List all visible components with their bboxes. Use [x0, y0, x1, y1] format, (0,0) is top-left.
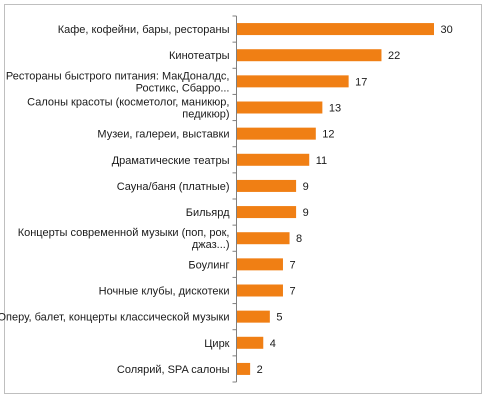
value-label: 22: [388, 50, 400, 62]
bar: [237, 258, 283, 271]
value-label: 9: [303, 181, 309, 193]
category-label-line: Сауна/баня (платные): [117, 181, 230, 193]
category-label-line: Салоны красоты (косметолог, маникюр,: [27, 97, 229, 109]
category-label-line: Драматические театры: [112, 155, 230, 167]
bar: [237, 362, 251, 375]
category-label-line: джаз...): [192, 239, 230, 251]
bar: [237, 336, 264, 349]
bar: [237, 153, 310, 166]
category-label: Кинотеатры: [169, 50, 230, 62]
category-label-line: Солярий, SPA салоны: [117, 364, 230, 376]
category-label-line: Оперу, балет, концерты классической музы…: [0, 312, 230, 324]
category-label-line: педикюр): [182, 109, 229, 121]
value-label: 12: [322, 129, 334, 141]
category-label: Оперу, балет, концерты классической музы…: [0, 312, 230, 324]
category-label-line: Музеи, галереи, выставки: [97, 129, 229, 141]
value-label: 11: [316, 155, 327, 167]
category-label: Кафе, кофейни, бары, рестораны: [58, 24, 230, 36]
value-label: 30: [441, 24, 453, 36]
value-label: 9: [303, 207, 309, 219]
category-label: Салоны красоты (косметолог, маникюр, педи…: [27, 97, 229, 121]
bar: [237, 127, 316, 140]
bar: [237, 310, 270, 323]
chart-frame: [4, 4, 482, 394]
category-label-line: Цирк: [204, 338, 229, 350]
bar: [237, 23, 434, 36]
value-labels: 30 22 17 13 12 11 9 9 8 7 7 5 4 2: [257, 24, 453, 376]
category-label: Солярий, SPA салоны: [117, 364, 230, 376]
value-label: 7: [289, 259, 295, 271]
category-label: Цирк: [204, 338, 229, 350]
category-label-line: Ростикс, Сбарро...: [136, 82, 230, 94]
value-label: 4: [270, 338, 276, 350]
category-label: Сауна/баня (платные): [117, 181, 230, 193]
bar: [237, 49, 382, 62]
value-label: 13: [329, 103, 341, 115]
category-label: Драматические театры: [112, 155, 230, 167]
category-label: Музеи, галереи, выставки: [97, 129, 229, 141]
bar: [237, 101, 323, 114]
bar: [237, 179, 297, 192]
value-label: 17: [355, 76, 367, 88]
category-label: Концерты современной музыки (поп, рок, дж…: [18, 227, 230, 251]
category-label-line: Концерты современной музыки (поп, рок,: [18, 227, 230, 239]
category-label-line: Бильярд: [186, 207, 230, 219]
bar: [237, 284, 283, 297]
bar: [237, 75, 349, 88]
value-label: 7: [289, 286, 295, 298]
bar: [237, 232, 290, 245]
category-label: Рестораны быстрого питания: МакДоналдс, Р…: [6, 70, 230, 94]
value-label: 5: [276, 312, 282, 324]
category-label: Боулинг: [188, 259, 229, 271]
category-label-line: Боулинг: [188, 259, 229, 271]
category-label-line: Ночные клубы, дискотеки: [99, 286, 230, 298]
y-axis-ticks: [232, 15, 237, 383]
value-label: 8: [296, 233, 302, 245]
bars: [237, 23, 434, 375]
category-labels: Кафе, кофейни, бары, рестораны Кинотеатры…: [0, 24, 230, 376]
category-label-line: Кафе, кофейни, бары, рестораны: [58, 24, 230, 36]
category-label-line: Рестораны быстрого питания: МакДоналдс,: [6, 70, 230, 82]
category-label: Бильярд: [186, 207, 230, 219]
category-label: Ночные клубы, дискотеки: [99, 286, 230, 298]
category-label-line: Кинотеатры: [169, 50, 230, 62]
bar: [237, 206, 297, 219]
value-label: 2: [257, 364, 263, 376]
